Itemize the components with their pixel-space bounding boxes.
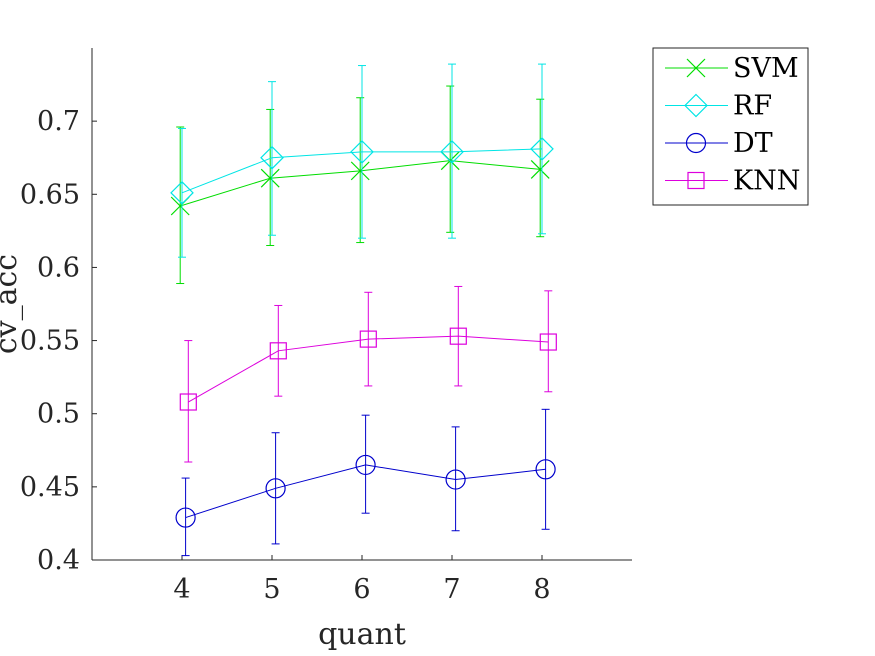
legend-label: RF — [733, 91, 772, 122]
y-tick-label: 0.6 — [37, 252, 80, 283]
data-point — [445, 469, 466, 490]
error-bar — [361, 414, 370, 514]
data-point — [260, 168, 280, 188]
data-point — [350, 161, 370, 181]
series-dt — [175, 408, 556, 557]
legend-marker — [684, 93, 708, 118]
axes: 4 5 6 7 8 0.4 0.45 0.5 0.55 0.6 0.65 0.7 — [20, 48, 632, 605]
error-bar — [178, 127, 186, 258]
y-tick-label: 0.4 — [37, 545, 80, 576]
y-tick-label: 0.7 — [37, 106, 80, 137]
legend-marker — [687, 171, 705, 190]
error-bar — [538, 63, 546, 235]
error-bar — [184, 340, 193, 463]
data-point — [179, 393, 197, 411]
data-point — [355, 454, 376, 476]
legend-item-svm: SVM — [665, 53, 799, 84]
data-point — [530, 137, 554, 161]
x-tick-label: 5 — [263, 574, 280, 605]
legend-label: KNN — [733, 166, 800, 197]
y-axis-label: cv_acc — [0, 254, 24, 354]
y-tick-label: 0.5 — [37, 399, 80, 430]
x-tick-label: 7 — [443, 574, 460, 605]
data-point — [269, 342, 287, 360]
error-bar — [544, 290, 553, 393]
y-tick-label: 0.65 — [20, 179, 80, 210]
data-point — [170, 180, 194, 205]
error-bar — [451, 426, 460, 532]
error-bar — [268, 81, 276, 236]
legend-item-dt: DT — [665, 128, 773, 159]
error-bar — [446, 85, 455, 233]
series-svm — [170, 85, 550, 285]
data-point — [535, 459, 556, 480]
x-tick-label: 8 — [533, 574, 550, 605]
error-bar — [541, 408, 550, 530]
data-point — [539, 333, 557, 351]
y-tick-label: 0.55 — [20, 326, 80, 357]
error-bar — [454, 285, 463, 387]
data-point — [530, 159, 550, 179]
error-bar — [364, 291, 373, 387]
error-bar — [181, 477, 190, 557]
error-bar — [274, 304, 283, 397]
legend: SVM RF DT KNN — [652, 47, 809, 206]
data-point — [359, 330, 377, 348]
legend-marker — [685, 132, 707, 154]
error-bar — [271, 432, 280, 545]
data-point — [449, 327, 467, 345]
series-knn — [179, 285, 557, 463]
y-tick-label: 0.45 — [20, 472, 80, 503]
x-tick-label: 6 — [353, 574, 370, 605]
x-axis-label: quant — [318, 617, 406, 652]
data-point — [265, 478, 286, 499]
x-tick-label: 4 — [173, 574, 190, 605]
legend-item-rf: RF — [665, 91, 772, 122]
series-rf — [170, 63, 554, 258]
plot-area — [170, 63, 557, 557]
data-point — [175, 507, 196, 528]
legend-label: DT — [733, 128, 773, 159]
data-point — [440, 140, 464, 164]
legend-marker — [686, 58, 706, 78]
legend-label: SVM — [733, 53, 799, 84]
legend-box — [652, 47, 809, 206]
data-point — [350, 140, 374, 164]
error-bar — [536, 98, 545, 238]
legend-item-knn: KNN — [665, 166, 800, 197]
error-bar — [358, 65, 366, 239]
error-bar — [448, 63, 456, 239]
data-point — [260, 145, 284, 170]
